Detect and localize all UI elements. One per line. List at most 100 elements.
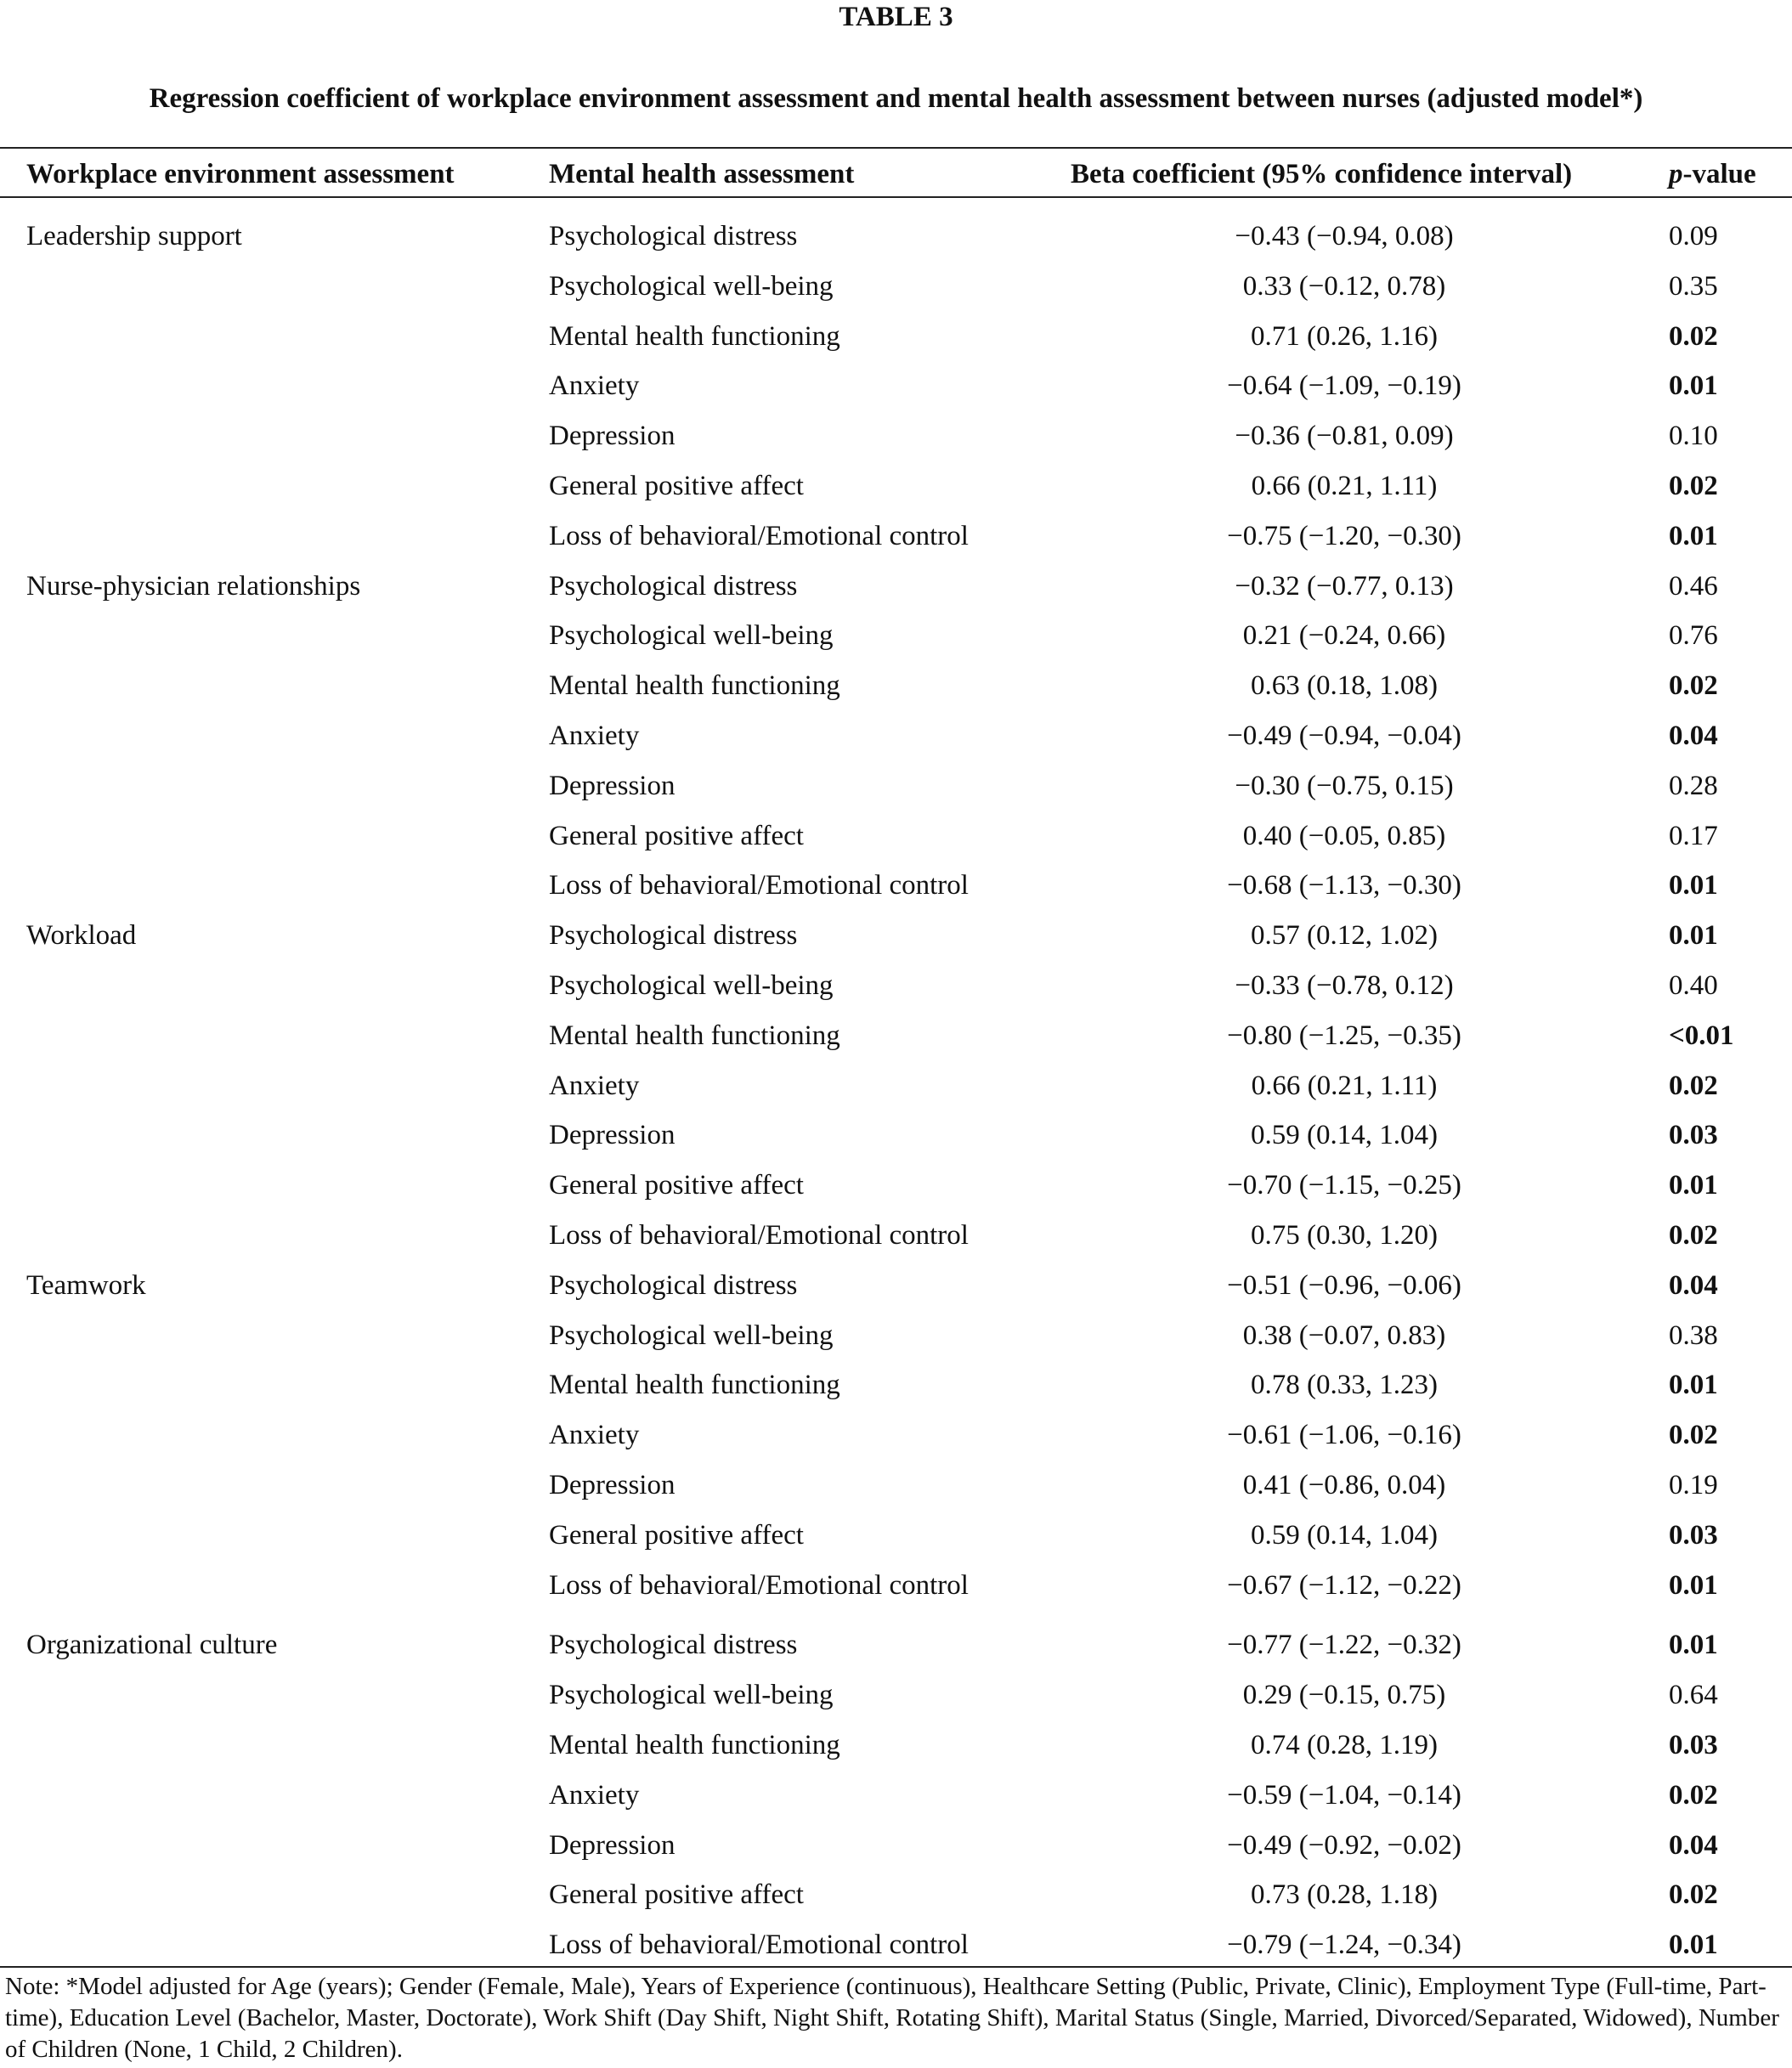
column-header: Workplace environment assessment (26, 159, 455, 189)
column-header: p-value (1669, 157, 1756, 191)
top-rule (0, 147, 1792, 149)
measure-cell: Psychological well-being (549, 1319, 834, 1351)
p-value-cell: 0.38 (1669, 1319, 1718, 1351)
table-note: Note: *Model adjusted for Age (years); G… (5, 1973, 1779, 2063)
beta-cell: −0.61 (−1.06, −0.16) (1227, 1420, 1461, 1451)
p-value-cell: 0.01 (1669, 370, 1718, 402)
p-value-cell: 0.04 (1669, 720, 1718, 751)
measure-cell: Psychological well-being (549, 270, 834, 302)
table-caption: Regression coefficient of workplace envi… (149, 83, 1643, 114)
beta-cell: −0.77 (−1.22, −0.32) (1227, 1630, 1461, 1661)
beta-cell: −0.32 (−0.77, 0.13) (1235, 570, 1454, 602)
group-label: Teamwork (26, 1269, 146, 1301)
measure-cell: Loss of behavioral/Emotional control (549, 870, 969, 901)
beta-cell: −0.68 (−1.13, −0.30) (1227, 870, 1461, 901)
measure-cell: Depression (549, 1470, 676, 1500)
p-value-cell: 0.46 (1669, 570, 1718, 602)
header-rule (0, 196, 1792, 198)
measure-cell: General positive affect (549, 1879, 804, 1911)
measure-cell: Anxiety (549, 1420, 640, 1451)
p-value-cell: 0.01 (1669, 520, 1718, 551)
beta-cell: 0.63 (0.18, 1.08) (1251, 670, 1438, 702)
p-value-cell: 0.03 (1669, 1120, 1718, 1151)
beta-cell: −0.79 (−1.24, −0.34) (1227, 1930, 1461, 1961)
p-value-cell: 0.19 (1669, 1470, 1718, 1500)
p-value-cell: 0.02 (1669, 1070, 1718, 1101)
measure-cell: Psychological distress (549, 221, 798, 251)
measure-cell: Loss of behavioral/Emotional control (549, 1930, 969, 1961)
beta-cell: 0.57 (0.12, 1.02) (1251, 920, 1438, 952)
beta-cell: −0.36 (−0.81, 0.09) (1235, 421, 1454, 452)
measure-cell: Anxiety (549, 720, 640, 751)
measure-cell: Psychological distress (549, 1269, 798, 1301)
measure-cell: Mental health functioning (549, 320, 840, 352)
beta-cell: −0.80 (−1.25, −0.35) (1227, 1020, 1461, 1051)
measure-cell: Psychological well-being (549, 620, 834, 652)
p-value-cell: 0.28 (1669, 770, 1718, 801)
beta-cell: −0.70 (−1.15, −0.25) (1227, 1170, 1461, 1201)
group-label: Leadership support (26, 221, 242, 251)
beta-cell: 0.38 (−0.07, 0.83) (1242, 1319, 1446, 1351)
beta-cell: −0.30 (−0.75, 0.15) (1235, 770, 1454, 801)
beta-cell: 0.75 (0.30, 1.20) (1251, 1220, 1438, 1251)
p-value-cell: 0.01 (1669, 920, 1718, 952)
p-value-cell: 0.03 (1669, 1730, 1718, 1760)
p-value-cell: 0.02 (1669, 1779, 1718, 1811)
beta-cell: 0.71 (0.26, 1.16) (1251, 320, 1438, 352)
measure-cell: Depression (549, 421, 676, 452)
beta-cell: −0.51 (−0.96, −0.06) (1227, 1269, 1461, 1301)
measure-cell: General positive affect (549, 1170, 804, 1201)
p-value-cell: 0.17 (1669, 820, 1718, 851)
beta-cell: −0.43 (−0.94, 0.08) (1235, 221, 1454, 251)
group-label: Nurse-physician relationships (26, 570, 361, 602)
beta-cell: 0.40 (−0.05, 0.85) (1242, 820, 1446, 851)
p-value-cell: <0.01 (1669, 1020, 1734, 1051)
p-value-cell: 0.04 (1669, 1829, 1718, 1861)
beta-cell: 0.66 (0.21, 1.11) (1251, 471, 1438, 501)
column-header: Mental health assessment (549, 159, 855, 189)
measure-cell: Anxiety (549, 1779, 640, 1811)
p-value-cell: 0.64 (1669, 1680, 1718, 1711)
beta-cell: 0.59 (0.14, 1.04) (1251, 1519, 1438, 1551)
beta-cell: 0.29 (−0.15, 0.75) (1242, 1680, 1446, 1711)
measure-cell: General positive affect (549, 471, 804, 501)
p-value-cell: 0.01 (1669, 1630, 1718, 1661)
measure-cell: Loss of behavioral/Emotional control (549, 1220, 969, 1251)
measure-cell: Mental health functioning (549, 1730, 840, 1760)
p-value-cell: 0.01 (1669, 1170, 1718, 1201)
measure-cell: Psychological well-being (549, 970, 834, 1001)
measure-cell: General positive affect (549, 1519, 804, 1551)
beta-cell: 0.33 (−0.12, 0.78) (1242, 270, 1446, 302)
measure-cell: Mental health functioning (549, 1020, 840, 1051)
p-value-cell: 0.10 (1669, 421, 1718, 452)
beta-cell: −0.67 (−1.12, −0.22) (1227, 1569, 1461, 1601)
beta-cell: 0.66 (0.21, 1.11) (1251, 1070, 1438, 1101)
group-label: Organizational culture (26, 1630, 278, 1661)
header-italic: p (1669, 159, 1683, 189)
measure-cell: Psychological distress (549, 920, 798, 952)
measure-cell: Anxiety (549, 1070, 640, 1101)
table-title: TABLE 3 (839, 2, 953, 32)
beta-cell: −0.64 (−1.09, −0.19) (1227, 370, 1461, 402)
measure-cell: Depression (549, 770, 676, 801)
measure-cell: Depression (549, 1829, 676, 1861)
measure-cell: Psychological well-being (549, 1680, 834, 1711)
measure-cell: Anxiety (549, 370, 640, 402)
measure-cell: Loss of behavioral/Emotional control (549, 520, 969, 551)
p-value-cell: 0.02 (1669, 1220, 1718, 1251)
p-value-cell: 0.02 (1669, 670, 1718, 702)
p-value-cell: 0.35 (1669, 270, 1718, 302)
p-value-cell: 0.01 (1669, 1930, 1718, 1961)
beta-cell: 0.73 (0.28, 1.18) (1251, 1879, 1438, 1911)
beta-cell: 0.21 (−0.24, 0.66) (1242, 620, 1446, 652)
beta-cell: −0.33 (−0.78, 0.12) (1235, 970, 1454, 1001)
measure-cell: Psychological distress (549, 570, 798, 602)
p-value-cell: 0.02 (1669, 320, 1718, 352)
p-value-cell: 0.01 (1669, 1569, 1718, 1601)
beta-cell: 0.78 (0.33, 1.23) (1251, 1370, 1438, 1401)
measure-cell: General positive affect (549, 820, 804, 851)
beta-cell: −0.75 (−1.20, −0.30) (1227, 520, 1461, 551)
p-value-cell: 0.02 (1669, 471, 1718, 501)
p-value-cell: 0.76 (1669, 620, 1718, 652)
